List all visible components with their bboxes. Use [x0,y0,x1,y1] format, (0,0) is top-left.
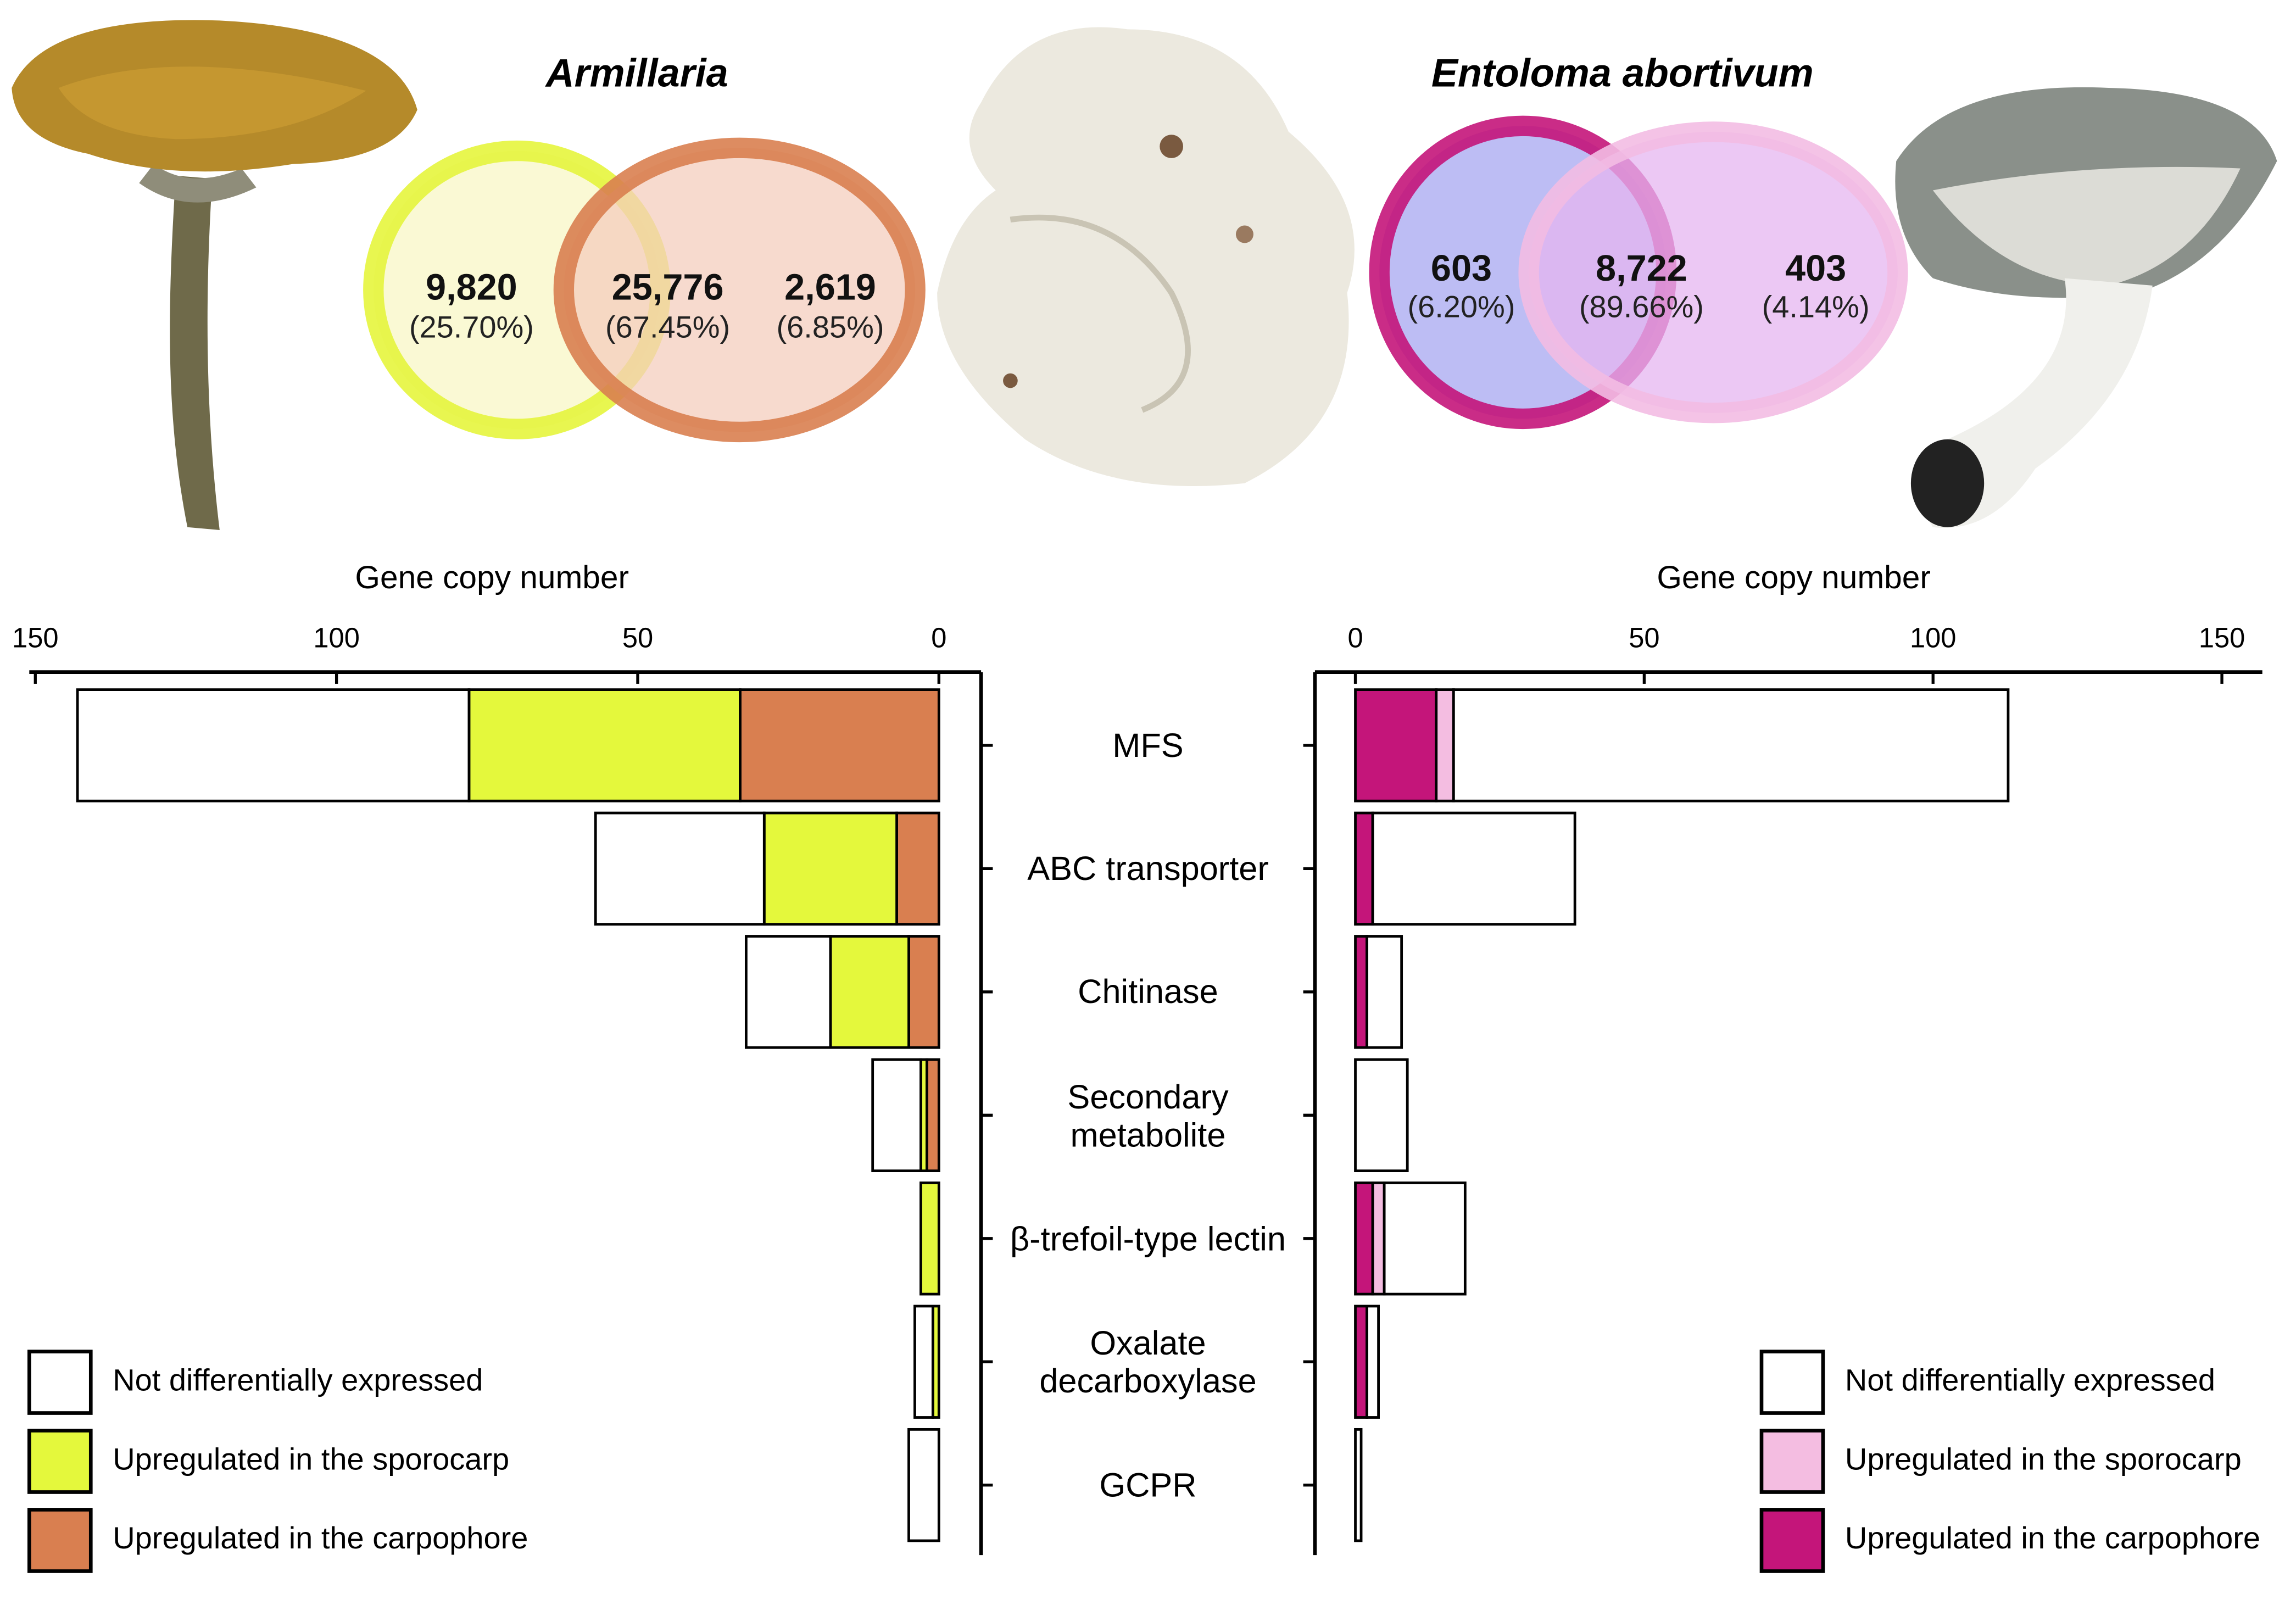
bar-segment [1371,1182,1386,1296]
venn-title: Entoloma abortivum [1431,52,1814,96]
bar-segment [925,1058,940,1172]
x-tick-label: 150 [12,622,59,653]
x-axis-title: Gene copy number [355,560,629,595]
legend-swatch [1759,1350,1825,1415]
bar-segment [76,688,471,802]
photo-entoloma [1895,87,2277,528]
photo-entoloma-carpophore [937,27,1355,487]
bar-segment [1366,935,1403,1049]
bar-segment [1435,688,1455,802]
venn-percent: (67.45%) [605,310,730,344]
venn-percent: (89.66%) [1579,289,1704,324]
venn-count: 9,820 [426,267,517,308]
bar-segment [1354,1182,1374,1296]
venn-percent: (4.14%) [1762,289,1870,324]
bar-segment [1354,935,1368,1049]
category-label: ABC transporter [1027,849,1269,888]
venn-title: Armillaria [545,52,728,96]
x-tick-label: 100 [313,622,360,653]
legend-swatch [27,1508,93,1573]
venn-percent: (6.85%) [777,310,884,344]
bar-segment [907,1428,940,1542]
category-label: Chitinase [1078,973,1218,1011]
bar-segment [895,811,940,926]
legend-label: Upregulated in the sporocarp [1845,1441,2242,1476]
venn-count: 403 [1785,248,1846,289]
bar-segment [1383,1182,1467,1296]
legend-swatch [1759,1508,1825,1573]
bar-segment [919,1182,940,1296]
venn-count: 25,776 [612,267,724,308]
category-label: MFS [1112,726,1184,765]
bar-segment [744,935,832,1049]
bar-segment [829,935,910,1049]
x-tick-label: 0 [931,622,946,653]
bar-segment [1354,1305,1368,1419]
bar-segment [907,935,940,1049]
legend-label: Not differentially expressed [113,1362,483,1397]
venn-count: 603 [1431,248,1492,289]
bar-segment [762,811,898,926]
bar-segment [871,1058,922,1172]
venn-count: 2,619 [784,267,876,308]
bar-segment [1354,811,1374,926]
x-tick-label: 0 [1347,622,1363,653]
venn-percent: (25.70%) [409,310,534,344]
legend-swatch [27,1350,93,1415]
legend-swatch [1759,1429,1825,1494]
legend-swatch [27,1429,93,1494]
bar-segment [1354,1428,1363,1542]
legend-label: Upregulated in the carpophore [1845,1520,2260,1555]
category-label: Oxalate decarboxylase [1039,1323,1257,1400]
category-label: β-trefoil-type lectin [1010,1219,1286,1258]
legend-label: Not differentially expressed [1845,1362,2215,1397]
venn-set [553,137,926,443]
legend-label: Upregulated in the carpophore [113,1520,528,1555]
x-tick-label: 100 [1910,622,1957,653]
bar-segment [1354,1058,1409,1172]
legend-label: Upregulated in the sporocarp [113,1441,509,1476]
bar-segment [913,1305,934,1419]
x-tick-label: 50 [1629,622,1659,653]
photo-armillaria [12,20,417,531]
x-axis-title: Gene copy number [1657,560,1931,595]
category-label: GCPR [1099,1465,1197,1504]
x-tick-label: 50 [622,622,653,653]
bar-segment [1354,688,1438,802]
bar-segment [1452,688,2010,802]
category-label: Secondary metabolite [1067,1077,1229,1153]
venn-count: 8,722 [1596,248,1687,289]
bar-segment [467,688,742,802]
x-tick-label: 150 [2199,622,2245,653]
bar-segment [594,811,766,926]
bar-segment [1371,811,1576,926]
venn-set [1518,121,1908,423]
bar-segment [1366,1305,1380,1419]
bar-segment [739,688,940,802]
venn-percent: (6.20%) [1407,289,1515,324]
